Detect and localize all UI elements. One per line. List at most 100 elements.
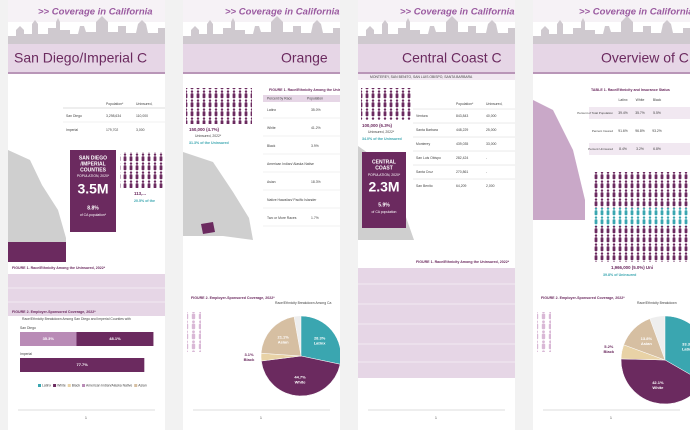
pie-name-label: Asian [278, 340, 289, 345]
header: >> Coverage in California [400, 7, 515, 18]
cell: 1.7% [311, 216, 319, 220]
column-header: Latinx [618, 98, 627, 102]
cell: 282,424 [456, 156, 468, 160]
cell: 270,861 [456, 170, 468, 174]
uninsured-caption: Uninsured, 2022* [368, 130, 395, 134]
row-label: Santa Barbara [416, 128, 438, 132]
cell: 8.4% [619, 147, 627, 151]
cell: 3.9% [311, 144, 319, 148]
figure-title: FIGURE 1. Race/Ethnicity Among the Unins… [269, 88, 363, 92]
column-header: White [636, 98, 645, 102]
uninsured: 113,... [134, 191, 146, 196]
legend-swatch [82, 384, 86, 387]
figure-subtitle: Race/Ethnicity Breakdown [637, 301, 677, 305]
pie-value-label: 3.1% [244, 352, 254, 357]
callout-name: COAST [375, 165, 393, 171]
callout-box [362, 152, 406, 228]
cell: 35.7% [635, 111, 645, 115]
cell: 843,843 [456, 114, 468, 118]
pie-chart: 28.3%Latinx 44.7%White 3.1%Black 21.1%Asian [244, 315, 340, 397]
cell: 93.2% [652, 129, 662, 133]
callout-share-caption: of CA population* [80, 213, 107, 217]
cell: 33,000 [486, 142, 496, 146]
page-card[interactable]: >> Coverage in California San Diego/Impe… [8, 0, 165, 430]
cell: - [311, 198, 312, 202]
bar-label: San Diego [20, 326, 36, 330]
bar-value-label: 48.1% [109, 336, 121, 341]
callout-value: 3.5M [77, 181, 108, 197]
page-card[interactable]: >> Coverage in California Overview of C … [533, 0, 690, 430]
cell: 3,000 [136, 128, 145, 132]
callout-caption: POPULATION, 2020* [77, 174, 110, 178]
uninsured-note: 31.3% of the Uninsured [189, 141, 229, 145]
row-band [589, 125, 690, 137]
pie-slice [300, 315, 340, 365]
pie-value-label: 13.8% [641, 336, 653, 341]
row-label: Percent of Total Population [577, 111, 613, 115]
uninsured: 150,000 (4.7%) [189, 127, 220, 132]
column-header: Population* [106, 102, 124, 106]
row-label: Two or More Races [267, 216, 297, 220]
callout-name: SAN DIEGO [79, 155, 107, 161]
table: Latinx White Black Percent of Total Populat… [577, 98, 690, 155]
figure-table [8, 274, 165, 316]
page-number: 1 [435, 416, 437, 420]
map [533, 100, 585, 220]
subtitle: MONTEREY, SAN BENITO, SAN LUIS OBISPO, S… [370, 75, 473, 79]
bar-segment [20, 332, 77, 346]
table: Ventura 843,843 40,000 Santa Barbara 448,229… [413, 108, 515, 188]
pie-name-label: Asian [641, 341, 652, 346]
table-title: TABLE 1. Race/Ethnicity and Insurance St… [591, 88, 670, 92]
callout-value: 2.3M [368, 179, 399, 195]
uninsured: 100,000 (6.3%) [362, 123, 393, 128]
figure-title: FIGURE 2. Employer-Sponsored Coverage, 2… [191, 296, 275, 300]
cell: 3.2% [636, 147, 644, 151]
bar-value-label: 77.7% [76, 362, 88, 367]
legend-label: Asian [138, 383, 147, 387]
figure-title: FIGURE 1. Race/Ethnicity Among the Unins… [416, 260, 510, 264]
pie-name-label: White [295, 380, 307, 385]
uninsured-note: 34.0% of the Uninsured [362, 137, 402, 141]
people-icons [593, 208, 690, 226]
cell: 5.5% [653, 111, 661, 115]
callout-share: 5.9% [378, 202, 390, 208]
pie-value-label: 44.7% [294, 375, 306, 380]
cell: 448,229 [456, 128, 468, 132]
map [8, 150, 66, 262]
row-label: Monterey [416, 142, 430, 146]
people-icons [186, 88, 252, 124]
callout-share: 8.8% [87, 205, 99, 211]
figure-subtitle: Race/Ethnicity Breakdown Among Ca [275, 301, 331, 305]
column-header: Percent by Race [267, 96, 292, 100]
cell: 35.0% [311, 108, 321, 112]
table-header [263, 95, 340, 102]
uninsured-note: 20.5% of the [134, 199, 155, 203]
figure-subtitle: Race/Ethnicity Breakdown Among San Diego… [22, 317, 131, 321]
page-card[interactable]: >> Coverage in California Central Coast … [358, 0, 515, 430]
cell: 2,000 [486, 184, 495, 188]
legend-label: White [57, 383, 66, 387]
bar-value-label: 35.3% [43, 336, 55, 341]
pie-name-label: Latinx [682, 346, 690, 351]
pie-name-label: Black [244, 357, 255, 362]
title: Central Coast C [402, 50, 502, 66]
row-label: Percent Insured [592, 129, 614, 133]
map [183, 152, 253, 240]
map-region [8, 242, 66, 262]
header: >> Coverage in California [38, 7, 153, 18]
cell: 41.2% [311, 126, 321, 130]
title: San Diego/Imperial C [14, 50, 147, 66]
bar-segment [76, 332, 154, 346]
cell: 39.4% [618, 111, 628, 115]
page-card[interactable]: >> Coverage in California Orange 150,000… [183, 0, 363, 430]
pie-value-label: 42.1% [652, 380, 664, 385]
column-header: Population* [456, 102, 474, 106]
legend-label: Black [72, 383, 81, 387]
people-icons [187, 312, 201, 352]
cell: 91.6% [618, 129, 628, 133]
legend-swatch [134, 384, 138, 387]
pie-value-label: 33.3% [682, 341, 690, 346]
cell: - [486, 170, 487, 174]
legend: Latinx White Black American Indian/Alaska N… [38, 383, 147, 387]
